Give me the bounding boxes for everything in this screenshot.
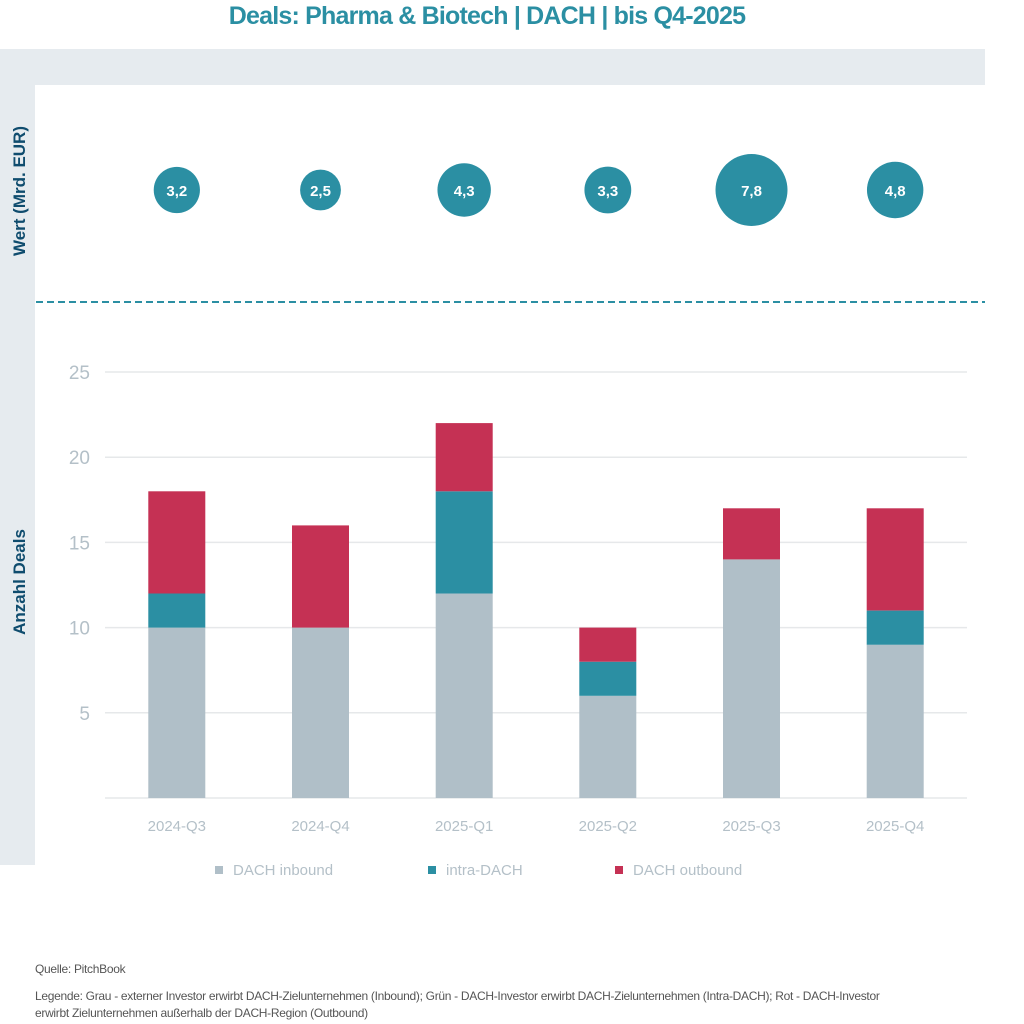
bubble-row: 3,2 2,5 4,3 3,3 7,8 4,8	[153, 154, 924, 226]
value-bubble	[300, 169, 341, 211]
header-band	[0, 49, 985, 85]
side-band	[0, 85, 35, 865]
bar-segment-inbound	[579, 695, 637, 798]
bar-segment-inbound	[435, 593, 493, 798]
y-tick-label: 10	[69, 619, 90, 640]
y-tick-label: 20	[69, 448, 90, 469]
bubble-label: 4,3	[454, 183, 475, 200]
bar-stack	[723, 508, 780, 798]
bar-stack	[148, 491, 206, 798]
value-bubble	[153, 166, 200, 214]
bar-segment-outbound	[435, 423, 493, 492]
x-tick-label: 2025-Q1	[435, 818, 493, 835]
x-axis-ticks: 2024-Q3 2024-Q4 2025-Q1 2025-Q2 2025-Q3 2025-…	[148, 818, 925, 835]
chart-title: Deals: Pharma & Biotech | DACH | bis Q4-…	[228, 2, 746, 30]
x-tick-label: 2025-Q3	[722, 818, 780, 835]
stacked-bars	[148, 423, 924, 798]
bar-stack	[292, 525, 349, 798]
bar-segment-intra	[435, 491, 493, 594]
bubble-label: 3,3	[597, 183, 618, 200]
bar-segment-outbound	[579, 627, 637, 662]
bubble-label: 3,2	[166, 183, 187, 200]
value-bubble	[437, 163, 491, 217]
x-tick-label: 2024-Q4	[291, 818, 349, 835]
bar-segment-inbound	[148, 627, 206, 798]
legend-label: DACH inbound	[233, 862, 333, 879]
bar-stack	[435, 423, 493, 798]
bar-segment-outbound	[866, 508, 924, 611]
y-tick-label: 5	[79, 704, 90, 725]
y-axis-ticks: 5 10 15 20 25	[69, 363, 90, 725]
bar-stack	[579, 627, 637, 798]
legend-swatch-inbound	[215, 866, 223, 874]
bar-segment-inbound	[866, 644, 924, 798]
x-tick-label: 2024-Q3	[148, 818, 206, 835]
bar-segment-inbound	[292, 627, 349, 798]
grid-lines	[105, 371, 967, 799]
bar-segment-intra	[866, 610, 924, 645]
legend-note: Legende: Grau - externer Investor erwirb…	[35, 989, 880, 1020]
value-bubble	[584, 166, 632, 214]
bubble-label: 7,8	[741, 183, 762, 200]
bar-segment-inbound	[723, 559, 780, 798]
legend: DACH inbound intra-DACH DACH outbound	[215, 862, 742, 879]
bubble-label: 2,5	[310, 183, 331, 200]
y-tick-label: 25	[69, 363, 90, 384]
x-tick-label: 2025-Q2	[579, 818, 637, 835]
y-tick-label: 15	[69, 533, 90, 554]
bar-segment-outbound	[292, 525, 349, 628]
x-tick-label: 2025-Q4	[866, 818, 924, 835]
value-bubble	[866, 161, 924, 219]
value-bubble	[715, 154, 788, 226]
bubble-label: 4,8	[885, 183, 906, 200]
legend-swatch-outbound	[615, 866, 623, 874]
bar-segment-intra	[148, 593, 206, 628]
bar-segment-intra	[579, 661, 637, 696]
legend-label: intra-DACH	[446, 862, 523, 879]
legend-swatch-intra	[428, 866, 436, 874]
source-note: Quelle: PitchBook	[35, 962, 126, 976]
bar-stack	[866, 508, 924, 798]
bar-segment-outbound	[723, 508, 780, 560]
legend-label: DACH outbound	[633, 862, 742, 879]
bar-segment-outbound	[148, 491, 206, 594]
